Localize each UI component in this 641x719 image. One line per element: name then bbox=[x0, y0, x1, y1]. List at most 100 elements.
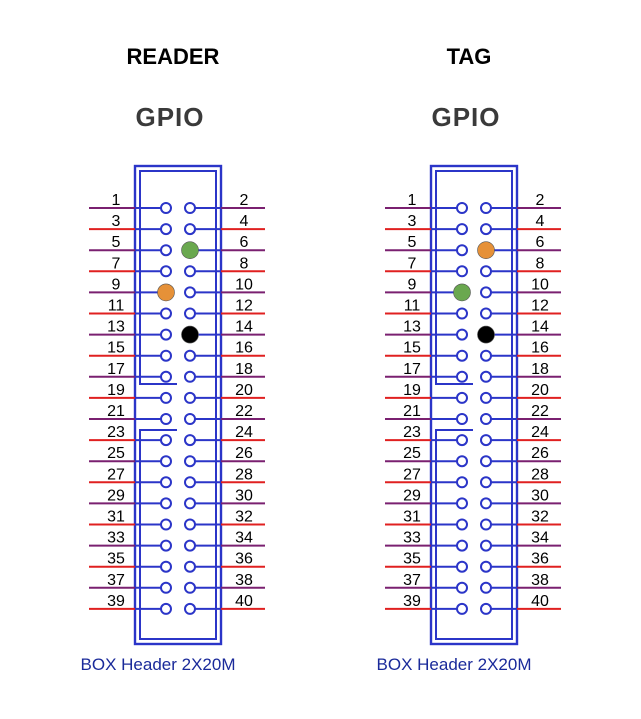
reader-pin-label-odd: 19 bbox=[107, 382, 125, 399]
reader-pin-label-odd: 11 bbox=[108, 298, 125, 315]
tag-pin-label-even: 8 bbox=[536, 255, 545, 272]
tag-pin-label-even: 12 bbox=[531, 298, 549, 315]
tag-pin-label-even: 16 bbox=[531, 340, 549, 357]
reader-marker-orange-pin-9 bbox=[157, 283, 175, 302]
tag-pin-label-even: 22 bbox=[531, 403, 549, 420]
reader-pin-label-odd: 23 bbox=[107, 424, 125, 441]
tag-pin-label-even: 28 bbox=[531, 466, 549, 483]
reader-pin-label-odd: 37 bbox=[107, 572, 125, 589]
reader-pin-even bbox=[184, 476, 196, 489]
reader-pin-odd bbox=[160, 391, 172, 404]
reader-pin-odd bbox=[160, 476, 172, 489]
tag-pin-label-even: 18 bbox=[531, 361, 549, 378]
reader-pin-label-odd: 3 bbox=[112, 213, 121, 230]
reader-pin-label-odd: 25 bbox=[107, 445, 125, 462]
tag-pin-odd bbox=[456, 244, 468, 257]
tag-pin-odd bbox=[456, 370, 468, 383]
reader-pin-label-even: 24 bbox=[235, 424, 253, 441]
tag-pin-label-odd: 7 bbox=[408, 255, 417, 272]
reader-pin-even bbox=[184, 455, 196, 468]
reader-pin-label-even: 12 bbox=[235, 298, 253, 315]
reader-pin-even bbox=[184, 349, 196, 362]
tag-pin-even bbox=[480, 349, 492, 362]
tag-pin-even bbox=[480, 434, 492, 447]
reader-marker-black-pin-14 bbox=[181, 325, 199, 344]
reader-pin-even bbox=[184, 434, 196, 447]
reader-pin-even bbox=[184, 602, 196, 615]
tag-marker-black-pin-14 bbox=[477, 325, 495, 344]
reader-pin-label-odd: 31 bbox=[107, 509, 125, 526]
reader-pin-label-even: 6 bbox=[240, 234, 249, 251]
reader-pin-even bbox=[184, 518, 196, 531]
reader-pin-label-even: 20 bbox=[235, 382, 253, 399]
tag-pin-even bbox=[480, 265, 492, 278]
reader-pin-label-even: 40 bbox=[235, 593, 253, 610]
reader-pin-label-odd: 15 bbox=[107, 340, 125, 357]
tag-marker-green-pin-9 bbox=[453, 283, 471, 302]
tag-pin-label-even: 34 bbox=[531, 530, 549, 547]
reader-pin-label-odd: 1 bbox=[112, 192, 121, 209]
reader-pin-even bbox=[184, 223, 196, 236]
tag-pin-label-odd: 1 bbox=[408, 192, 417, 209]
tag-pin-even bbox=[480, 560, 492, 573]
tag-pin-even bbox=[480, 497, 492, 510]
tag-pin-odd bbox=[456, 413, 468, 425]
tag-pin-even bbox=[480, 370, 492, 383]
tag-pin-label-even: 26 bbox=[531, 445, 549, 462]
reader-pin-even bbox=[184, 286, 196, 299]
reader-pin-label-even: 16 bbox=[235, 340, 253, 357]
reader-pin-label-even: 22 bbox=[235, 403, 253, 420]
reader-pin-label-odd: 7 bbox=[112, 255, 121, 272]
reader-pin-label-even: 26 bbox=[235, 445, 253, 462]
tag-pin-odd bbox=[456, 518, 468, 531]
tag-pin-even bbox=[480, 539, 492, 552]
reader-pin-label-odd: 5 bbox=[112, 234, 121, 251]
tag-pin-even bbox=[480, 581, 492, 594]
reader-pin-label-odd: 21 bbox=[107, 403, 125, 420]
reader-pin-odd bbox=[160, 265, 172, 278]
reader-pin-label-even: 38 bbox=[235, 572, 253, 589]
reader-pin-label-odd: 27 bbox=[107, 466, 125, 483]
tag-pin-label-odd: 35 bbox=[403, 551, 421, 568]
tag-pin-label-even: 20 bbox=[531, 382, 549, 399]
tag-pin-even bbox=[480, 413, 492, 425]
tag-pin-even bbox=[480, 202, 492, 214]
reader-pin-odd bbox=[160, 455, 172, 468]
reader-pin-even bbox=[184, 307, 196, 320]
tag-pin-odd bbox=[456, 581, 468, 594]
tag-pin-label-odd: 25 bbox=[403, 445, 421, 462]
tag-pin-label-odd: 31 bbox=[403, 509, 421, 526]
tag-pin-odd bbox=[456, 223, 468, 236]
tag-header-outer bbox=[429, 164, 519, 646]
reader-pin-odd bbox=[160, 349, 172, 362]
tag-pin-even bbox=[480, 476, 492, 489]
tag-pin-odd bbox=[456, 455, 468, 468]
tag-pin-odd bbox=[456, 476, 468, 489]
reader-pin-label-even: 36 bbox=[235, 551, 253, 568]
tag-pin-label-odd: 5 bbox=[408, 234, 417, 251]
tag-pin-label-odd: 29 bbox=[403, 487, 421, 504]
tag-pin-label-even: 40 bbox=[531, 593, 549, 610]
tag-pin-label-odd: 19 bbox=[403, 382, 421, 399]
reader-pin-odd bbox=[160, 497, 172, 510]
tag-header-inner bbox=[435, 170, 513, 640]
reader-pin-odd bbox=[160, 518, 172, 531]
reader-pin-even bbox=[184, 413, 196, 425]
tag-pin-label-odd: 11 bbox=[404, 298, 421, 315]
reader-pin-odd bbox=[160, 560, 172, 573]
reader-pin-even bbox=[184, 539, 196, 552]
tag-pin-label-even: 38 bbox=[531, 572, 549, 589]
reader-pin-label-odd: 9 bbox=[112, 276, 121, 293]
reader-pin-label-odd: 39 bbox=[107, 593, 125, 610]
reader-pin-odd bbox=[160, 602, 172, 615]
tag-pin-even bbox=[480, 455, 492, 468]
reader-pin-odd bbox=[160, 370, 172, 383]
tag-pin-label-even: 24 bbox=[531, 424, 549, 441]
reader-marker-green-pin-6 bbox=[181, 241, 199, 259]
reader-pin-label-even: 28 bbox=[235, 466, 253, 483]
tag-pin-label-odd: 15 bbox=[403, 340, 421, 357]
reader-pin-even bbox=[184, 497, 196, 510]
reader-pin-label-even: 4 bbox=[240, 213, 249, 230]
tag-pin-label-odd: 39 bbox=[403, 593, 421, 610]
tag-pin-label-even: 14 bbox=[531, 319, 549, 336]
